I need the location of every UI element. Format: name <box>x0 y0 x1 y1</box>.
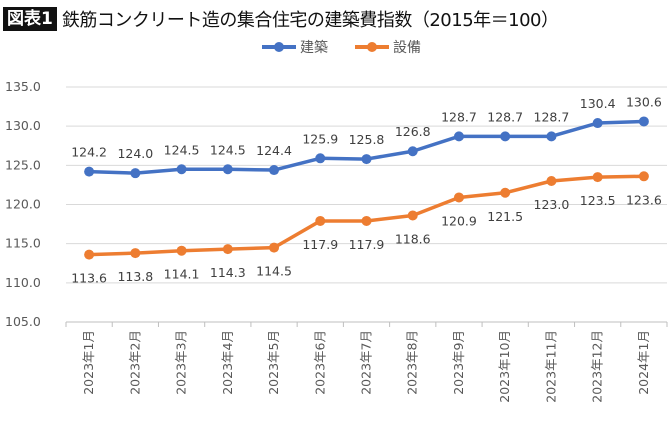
title-row: 図表1 鉄筋コンクリート造の集合住宅の建築費指数（2015年＝100） <box>3 6 559 32</box>
y-tick-label: 125.0 <box>5 157 41 172</box>
x-tick-label: 2023年11月 <box>543 330 558 403</box>
data-label: 113.8 <box>117 269 153 284</box>
data-point <box>407 146 418 157</box>
data-point <box>222 164 233 175</box>
data-label: 130.4 <box>580 96 616 111</box>
data-label: 114.5 <box>256 264 292 279</box>
y-tick-label: 105.0 <box>5 314 41 329</box>
data-point <box>176 245 187 256</box>
data-label: 114.3 <box>210 265 246 280</box>
data-point <box>546 176 557 186</box>
x-tick-label: 2023年7月 <box>359 330 374 395</box>
data-label: 130.6 <box>626 94 662 109</box>
x-tick-label: 2023年6月 <box>312 330 327 395</box>
x-tick-label: 2023年12月 <box>590 330 605 403</box>
data-point <box>453 131 464 142</box>
data-label: 123.0 <box>534 197 570 212</box>
data-label: 124.5 <box>210 142 246 157</box>
data-label: 117.9 <box>302 237 338 252</box>
data-point <box>546 131 557 142</box>
x-tick-label: 2023年10月 <box>497 330 512 403</box>
legend-label-1: 設備 <box>393 40 421 56</box>
data-point <box>269 165 280 176</box>
legend-marker-1 <box>367 42 377 52</box>
x-tick-label: 2023年5月 <box>266 330 281 395</box>
data-label: 126.8 <box>395 124 431 139</box>
x-tick-label: 2023年2月 <box>127 330 142 395</box>
data-point <box>500 131 511 142</box>
y-tick-label: 120.0 <box>5 197 41 212</box>
data-label: 125.9 <box>302 131 338 146</box>
y-tick-label: 135.0 <box>5 79 41 94</box>
figure-badge: 図表1 <box>3 7 57 31</box>
data-label: 114.1 <box>164 267 200 282</box>
data-label: 128.7 <box>441 109 477 124</box>
data-point <box>361 154 372 165</box>
x-tick-label: 2023年3月 <box>174 330 189 395</box>
x-tick-label: 2023年9月 <box>451 330 466 395</box>
data-point <box>315 153 326 164</box>
x-tick-label: 2023年1月 <box>81 330 96 395</box>
data-label: 128.7 <box>487 109 523 124</box>
data-point <box>592 118 603 129</box>
data-point <box>130 248 141 259</box>
data-label: 120.9 <box>441 213 477 228</box>
data-point <box>500 187 511 198</box>
x-tick-label: 2024年1月 <box>636 330 651 395</box>
data-point <box>638 116 649 127</box>
data-point <box>407 210 418 221</box>
data-label: 123.5 <box>580 193 616 208</box>
x-tick-label: 2023年4月 <box>220 330 235 395</box>
data-point <box>269 242 280 253</box>
chart-title: 鉄筋コンクリート造の集合住宅の建築費指数（2015年＝100） <box>61 10 559 31</box>
data-label: 117.9 <box>349 237 385 252</box>
data-label: 124.5 <box>164 142 200 157</box>
data-point <box>638 171 649 182</box>
y-tick-label: 130.0 <box>5 118 41 133</box>
data-label: 121.5 <box>487 209 523 224</box>
data-point <box>315 215 326 226</box>
data-point <box>84 249 95 260</box>
data-label: 128.7 <box>534 109 570 124</box>
data-point <box>361 215 372 226</box>
x-tick-label: 2023年8月 <box>405 330 420 395</box>
data-point <box>592 172 603 183</box>
data-label: 125.8 <box>349 132 385 147</box>
legend-marker-0 <box>274 42 284 52</box>
data-point <box>222 244 233 255</box>
data-point <box>84 166 95 177</box>
y-tick-label: 110.0 <box>5 275 41 290</box>
data-point <box>130 168 141 179</box>
data-point <box>453 192 464 203</box>
data-label: 124.0 <box>117 146 153 161</box>
y-tick-label: 115.0 <box>5 236 41 251</box>
data-point <box>176 164 187 175</box>
data-label: 124.2 <box>71 145 107 160</box>
data-label: 113.6 <box>71 271 107 286</box>
data-label: 123.6 <box>626 192 662 207</box>
data-label: 124.4 <box>256 143 292 158</box>
data-label: 118.6 <box>395 231 431 246</box>
legend-label-0: 建築 <box>300 40 328 56</box>
